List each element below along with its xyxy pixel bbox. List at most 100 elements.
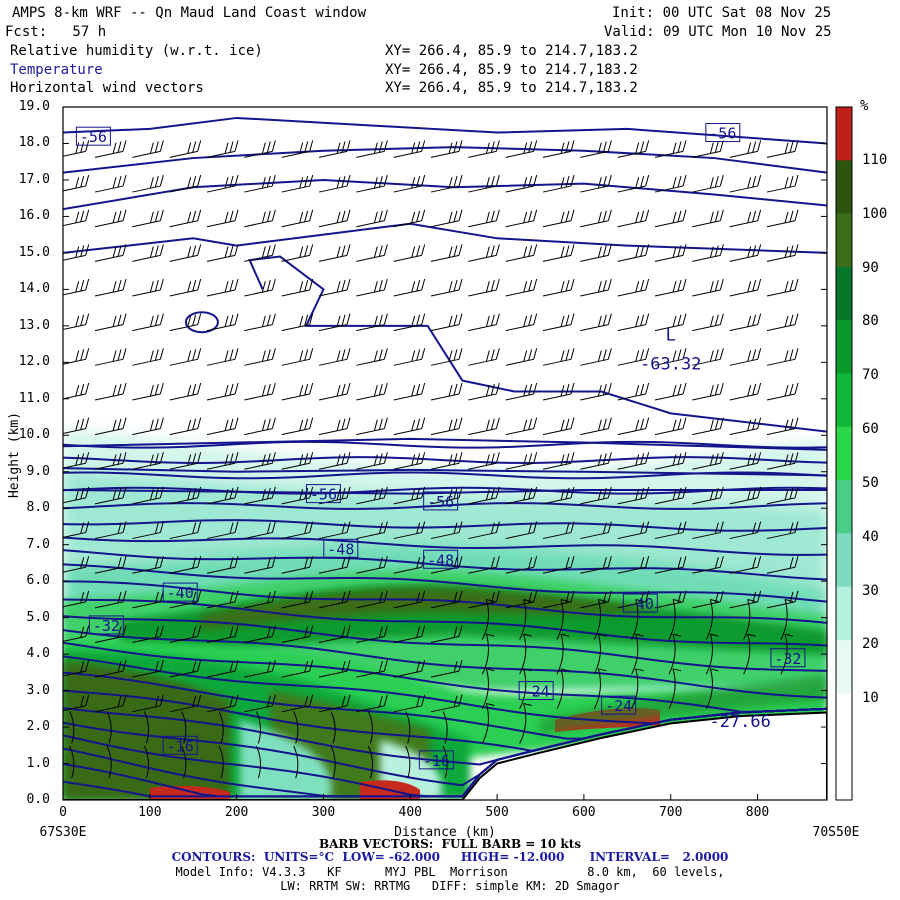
x-tick-label: 200 <box>224 805 249 820</box>
wind-barb <box>505 590 538 609</box>
wind-barb <box>244 590 276 609</box>
temperature-contour-line <box>63 563 827 603</box>
wind-barb <box>766 590 799 609</box>
wind-barb <box>281 278 314 297</box>
wind-barb <box>766 244 799 262</box>
wind-barb <box>468 140 500 158</box>
wind-barb <box>729 348 762 366</box>
contour-labels: -56 -56 -56 -56 -48 -48 -40 -40 -32 -32 -24 -24 -16 -… <box>75 123 806 770</box>
wind-barb <box>356 209 388 228</box>
wind-barb <box>442 711 448 744</box>
wind-barb <box>393 174 426 193</box>
wind-barb <box>94 521 127 540</box>
wind-barb <box>255 745 262 779</box>
wind-barb <box>356 486 388 505</box>
wind-barb <box>766 174 799 193</box>
wind-barb <box>63 348 90 365</box>
contour-label: -32 <box>774 650 801 668</box>
wind-barb <box>293 745 299 779</box>
y-tick-label: 2.0 <box>26 719 50 735</box>
wind-barb <box>169 521 202 540</box>
wind-barb <box>218 745 224 779</box>
y-tick-label: 9.0 <box>26 463 50 479</box>
y-tick-label: 0.0 <box>26 792 50 807</box>
wind-barb <box>729 590 762 609</box>
wind-barb <box>580 313 612 332</box>
wind-barb <box>94 209 127 228</box>
wind-barb <box>132 452 164 470</box>
wind-barb <box>281 140 314 158</box>
wind-barb <box>393 625 426 644</box>
field-wind-label: Horizontal wind vectors <box>10 80 204 96</box>
wind-barb <box>132 625 164 644</box>
wind-barb <box>505 556 538 574</box>
wind-barb <box>244 382 276 401</box>
contour-label-box <box>323 538 359 558</box>
wind-barb <box>481 702 495 744</box>
colorbar-swatch <box>836 107 852 161</box>
wind-barb <box>244 521 276 540</box>
wind-barb <box>318 590 351 609</box>
wind-barb <box>766 556 799 574</box>
wind-barb <box>318 348 351 366</box>
wind-barb <box>766 486 799 505</box>
wind-barb <box>356 590 388 609</box>
wind-barb <box>580 521 612 540</box>
wind-barb <box>132 313 164 332</box>
wind-barb <box>244 625 276 644</box>
contour-label: -40 <box>167 584 194 602</box>
wind-barb <box>580 417 612 436</box>
wind-barb <box>94 660 127 678</box>
wind-barb <box>519 633 532 675</box>
contour-label-box <box>88 615 124 635</box>
wind-barb <box>281 174 314 193</box>
y-tick-label: 17.0 <box>18 171 50 187</box>
wind-barb <box>281 209 314 228</box>
wind-barb <box>169 556 202 574</box>
wind-barb <box>181 745 187 779</box>
wind-barb <box>281 521 314 540</box>
field-rh-label: Relative humidity (w.r.t. ice) <box>10 43 263 59</box>
wind-barb <box>169 452 202 470</box>
wind-barb <box>69 711 75 744</box>
wind-barb <box>181 711 187 744</box>
wind-barb <box>468 452 500 470</box>
wind-barb <box>617 140 650 158</box>
wind-barb <box>244 313 276 332</box>
wind-barb <box>63 174 90 192</box>
wind-barb <box>729 244 762 262</box>
wind-barb <box>63 590 90 608</box>
wind-barb <box>729 278 762 297</box>
wind-barb <box>481 668 495 710</box>
temperature-contour-line <box>63 456 827 464</box>
wind-barb <box>281 625 314 644</box>
wind-barb <box>405 745 411 779</box>
y-tick-label: 11.0 <box>18 390 50 406</box>
contour-label-box <box>162 582 198 602</box>
wind-barb <box>542 382 575 401</box>
wind-barb <box>367 711 374 744</box>
wind-barb <box>318 625 351 644</box>
x-axis-label: Distance (km) <box>394 825 496 840</box>
y-tick-label: 4.0 <box>26 646 50 662</box>
temperature-contour-ring <box>184 311 219 334</box>
wind-barb <box>94 694 127 713</box>
wind-barb <box>692 140 724 158</box>
wind-barb <box>330 711 336 744</box>
valid-time: Valid: 09 UTC Mon 10 Nov 25 <box>604 24 832 40</box>
contour-label-box <box>518 681 554 701</box>
x-tick-label: 400 <box>398 805 422 820</box>
wind-barb <box>654 209 687 228</box>
wind-barb <box>281 244 314 262</box>
contour-label: -48 <box>427 551 454 569</box>
wind-barb <box>654 348 687 366</box>
wind-barb <box>169 625 202 644</box>
colorbar <box>835 106 853 801</box>
wind-barb <box>654 174 687 193</box>
colorbar-swatch <box>836 693 852 748</box>
y-tick-label: 19.0 <box>18 99 50 114</box>
wind-barb <box>94 590 127 609</box>
wind-barb <box>580 348 612 366</box>
wind-barb <box>356 174 388 193</box>
y-tick-label: 12.0 <box>18 354 50 370</box>
